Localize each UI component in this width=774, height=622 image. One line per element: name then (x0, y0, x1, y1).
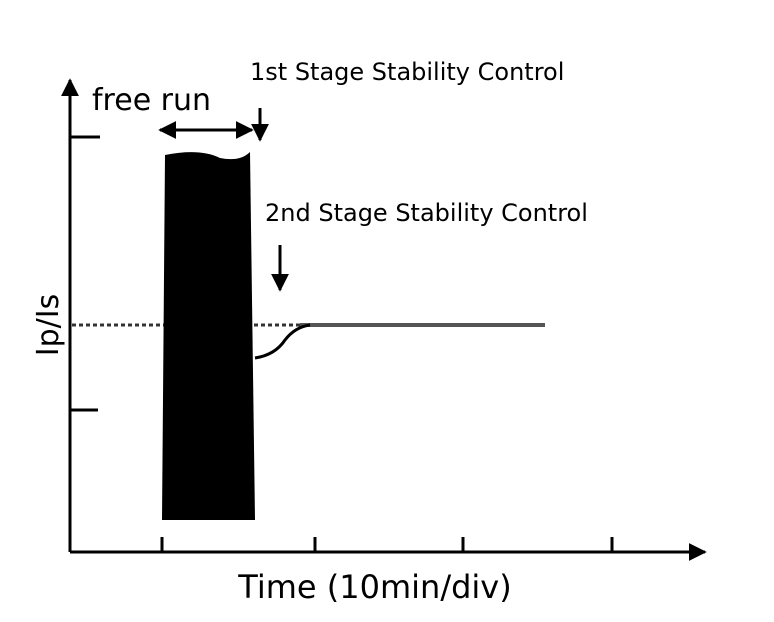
y-ticks (70, 135, 100, 412)
y-axis-label: Ip/Is (31, 294, 66, 356)
free-run-label: free run (92, 83, 211, 118)
free-run-block (162, 152, 255, 520)
recovery-curve (254, 323, 311, 360)
stage1-label: 1st Stage Stability Control (250, 58, 564, 86)
x-ticks (160, 537, 614, 552)
stage2-label: 2nd Stage Stability Control (265, 199, 588, 227)
x-axis-label: Time (10min/div) (237, 568, 511, 606)
